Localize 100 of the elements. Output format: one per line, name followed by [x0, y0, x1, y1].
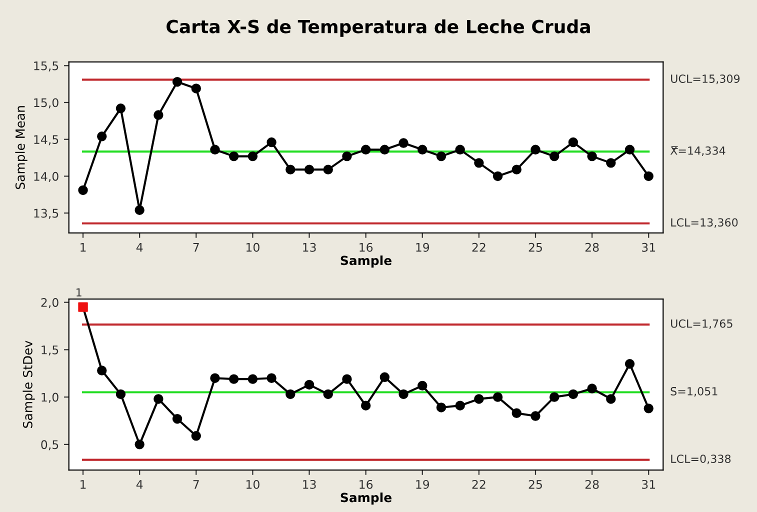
point [418, 144, 428, 155]
point [549, 392, 560, 402]
point [248, 374, 258, 384]
point [304, 380, 314, 390]
x-tick-label: 28 [585, 480, 599, 489]
point [210, 144, 220, 155]
x-tick-label: 25 [528, 480, 542, 489]
point [624, 144, 635, 155]
annotation: 1 [76, 288, 82, 296]
x-tick-label: 22 [472, 480, 486, 489]
x-tick-label: 13 [303, 480, 316, 489]
point [624, 359, 635, 369]
point [436, 151, 446, 162]
y-tick-label: 0,5 [41, 440, 58, 450]
point [587, 151, 597, 162]
point [455, 400, 465, 410]
x-tick-label: 16 [360, 242, 373, 252]
point [134, 205, 144, 215]
x-tick-label: 25 [528, 242, 542, 252]
y-tick-label: 1,0 [42, 392, 58, 403]
x-tick-label: 10 [246, 480, 260, 489]
x-tick-label: 1 [80, 480, 86, 489]
ref-line-label: X̿=14,334 [670, 146, 726, 156]
ref-line-label: LCL=0,338 [671, 454, 731, 464]
point [398, 138, 408, 148]
x-tick-label: 19 [416, 242, 430, 252]
point [228, 151, 239, 162]
y-tick-label: 1,5 [42, 346, 58, 356]
point [644, 404, 654, 414]
point [286, 389, 296, 400]
point [398, 389, 408, 400]
point [154, 110, 164, 120]
point [172, 76, 182, 87]
x-tick-label: 10 [246, 242, 260, 252]
point [323, 389, 333, 400]
y-axis-title: Sample StDev [22, 340, 35, 428]
point [455, 144, 465, 155]
point [606, 394, 616, 404]
x-tick-label: 31 [642, 480, 656, 489]
chart-title: Carta X-S de Temperatura de Leche Cruda [166, 19, 590, 37]
ref-line-label: LCL=13,360 [671, 218, 738, 228]
point [436, 402, 446, 412]
point [587, 384, 597, 394]
x-tick-label: 16 [360, 480, 373, 489]
point [474, 394, 484, 404]
point [492, 392, 503, 402]
point [78, 302, 88, 312]
point [266, 373, 276, 383]
point [210, 373, 220, 383]
ref-line-label: UCL=1,765 [671, 319, 732, 329]
point [380, 372, 390, 382]
x-tick-label: 22 [472, 242, 486, 252]
point [172, 414, 182, 424]
x-tick-label: 4 [136, 243, 143, 252]
point [116, 389, 126, 400]
y-tick-label: 14,0 [34, 172, 58, 182]
y-tick-label: 15,0 [34, 98, 58, 108]
ref-line-label: S̄=1,051 [670, 387, 718, 397]
point [134, 440, 144, 450]
x-tick-label: 7 [193, 480, 199, 489]
point [266, 137, 276, 148]
point [530, 144, 540, 155]
point [116, 104, 126, 114]
y-tick-label: 2,0 [41, 298, 58, 308]
point [97, 366, 107, 376]
point [304, 164, 314, 174]
x-axis-title: Sample [340, 255, 392, 268]
point [228, 374, 239, 384]
x-tick-label: 4 [136, 480, 143, 489]
point [78, 185, 88, 196]
x-tick-label: 28 [585, 242, 599, 252]
point [191, 431, 202, 441]
x-tick-label: 31 [642, 242, 656, 252]
point [568, 389, 578, 400]
x-tick-label: 1 [80, 243, 86, 252]
x-tick-label: 13 [303, 242, 316, 252]
point [530, 411, 540, 421]
y-tick-label: 14,5 [34, 135, 58, 146]
point [342, 151, 352, 162]
point [360, 400, 371, 410]
point [154, 394, 164, 404]
point [512, 164, 522, 174]
point [360, 144, 371, 155]
point [342, 374, 352, 384]
point [418, 380, 428, 391]
point [191, 84, 202, 94]
point [248, 151, 258, 162]
y-tick-label: 13,5 [34, 208, 58, 219]
point [474, 158, 484, 168]
point [323, 164, 333, 174]
point [549, 151, 560, 162]
point [606, 158, 616, 168]
x-tick-label: 7 [193, 243, 199, 252]
point [492, 171, 503, 182]
x-axis-title: Sample [340, 492, 392, 505]
y-axis-title: Sample Mean [15, 106, 28, 190]
point [568, 137, 578, 148]
ref-line-label: UCL=15,309 [671, 74, 740, 84]
point [97, 132, 107, 142]
point [512, 408, 522, 418]
